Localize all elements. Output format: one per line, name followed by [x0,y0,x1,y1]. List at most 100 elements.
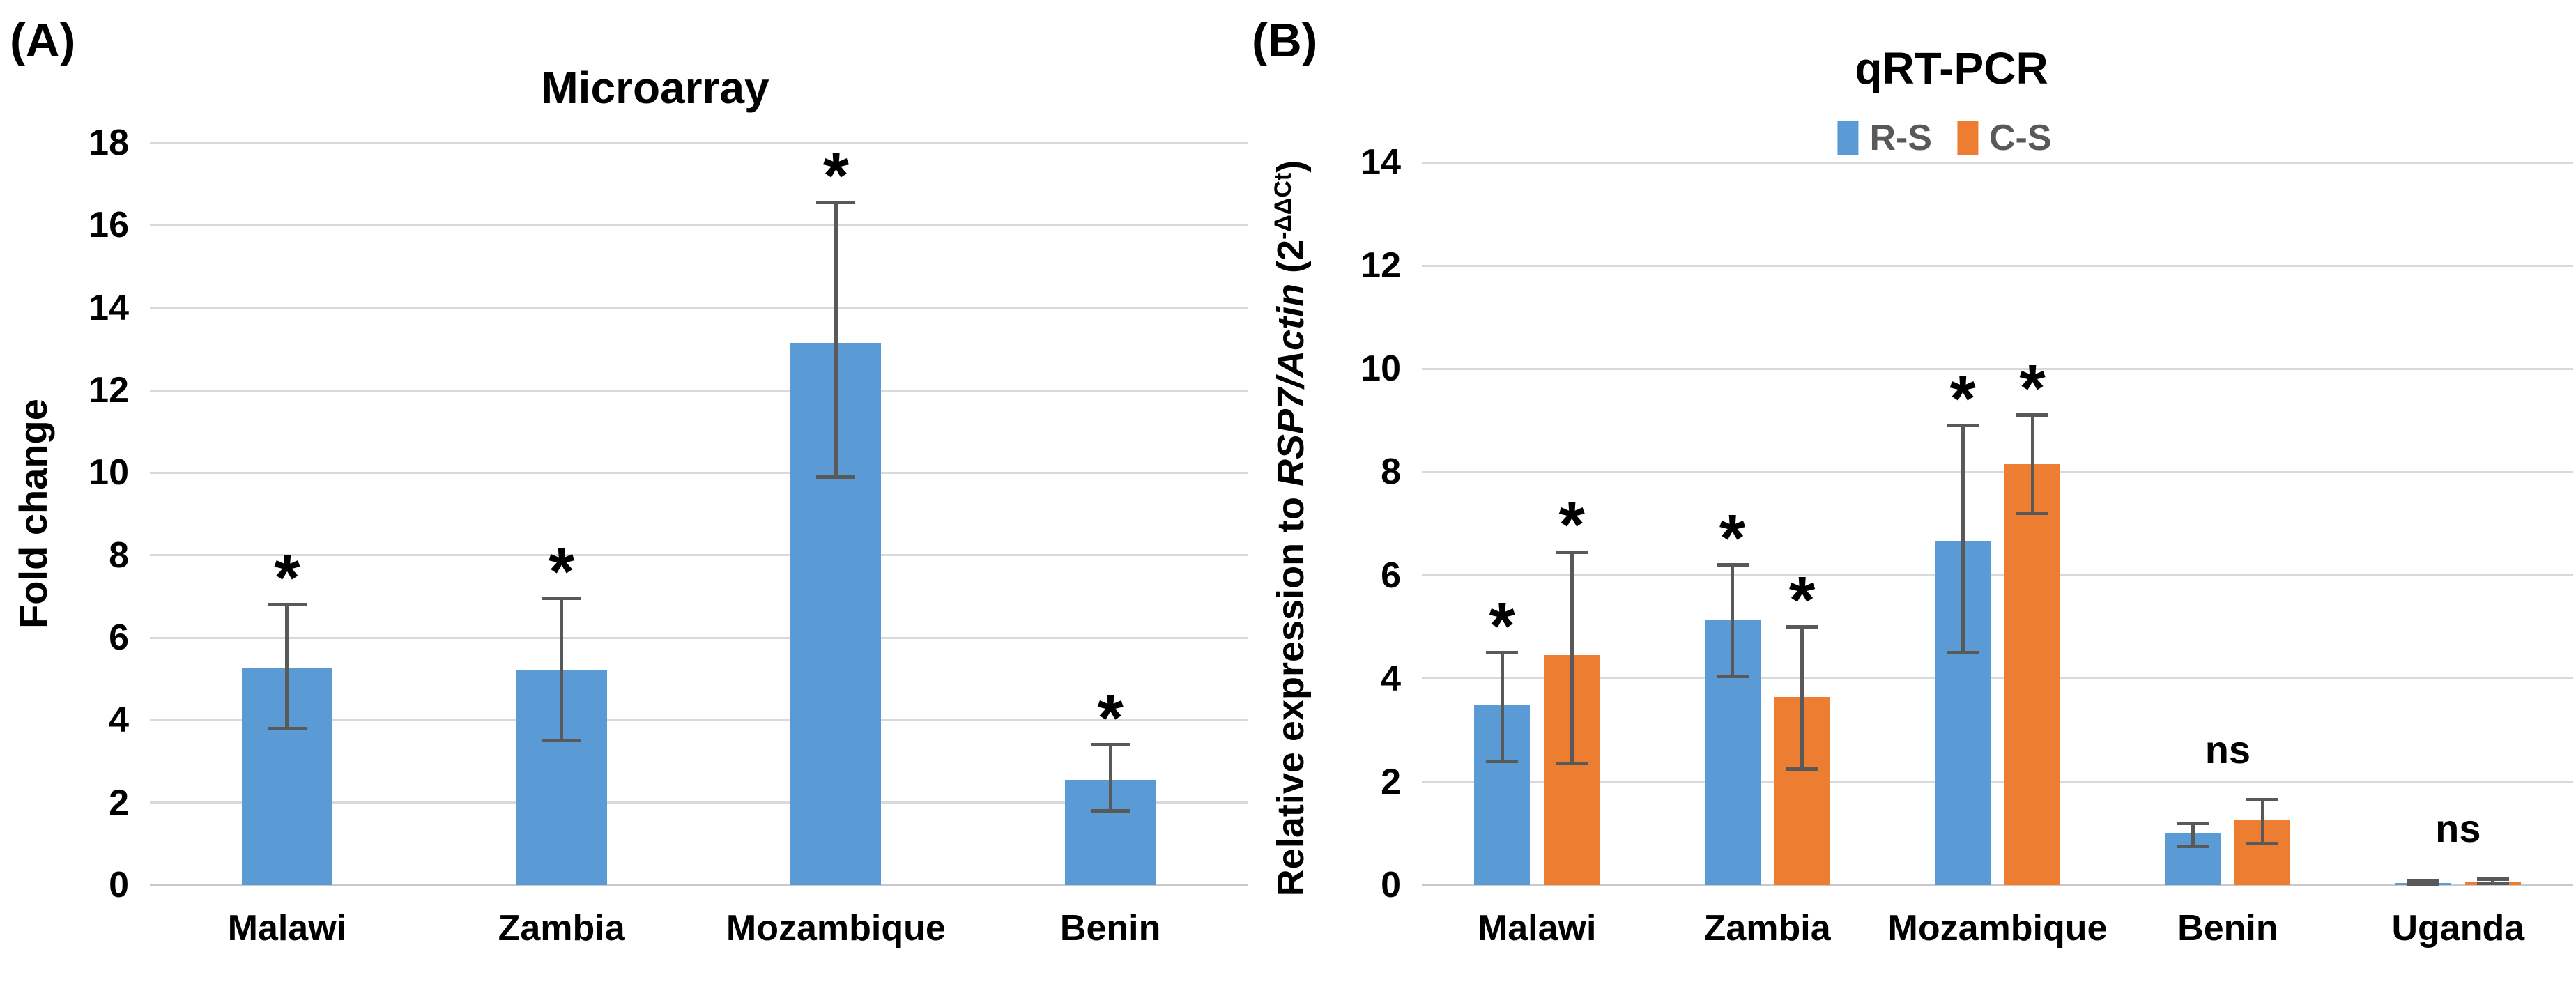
y-tick-label: 8 [1381,452,1401,493]
error-bar-cap-bottom [1556,762,1588,766]
error-bar-cap-top [816,201,856,205]
panel-a-plot-area: 0 2 4 6 8 10 12 14 16 18 Malawi * Zambia * Mozambique *… [89,125,1248,946]
panel-b-title: qRT-PCR [1855,43,2048,93]
gridline [1422,470,2573,473]
panel-b-y-axis-title: Relative expression to RSP7/Actin (2-ΔΔC… [1270,160,1312,896]
gridline [150,719,1248,721]
error-bar-cap-bottom [2407,882,2439,886]
error-bar-line [2191,823,2195,847]
x-category-label-zambia: Zambia [1703,908,1831,948]
gridline [1422,161,2573,164]
error-bar-cap-bottom [816,475,856,479]
error-bar-cap-bottom [2016,512,2048,516]
legend-swatch-rs-icon [1837,121,1859,155]
error-bar-cap-top [1556,550,1588,554]
x-category-label-malawi: Malawi [1477,908,1597,948]
x-category-label-malawi: Malawi [227,908,347,948]
error-bar-cap-top [2476,877,2509,881]
gridline [150,801,1248,804]
gridline [1422,574,2573,577]
x-axis-line [1422,884,2573,886]
error-bar-line [2030,415,2034,514]
y-tick-label: 12 [1360,245,1401,286]
error-bar-line [2260,799,2264,844]
panel-a-letter: (A) [10,14,76,67]
gridline [150,389,1248,392]
y-axis-title-part: -ΔΔCt [1270,172,1296,240]
y-tick-label: 10 [89,452,129,493]
error-bar-line [1500,652,1504,762]
error-bar-cap-top [1786,625,1818,629]
x-axis-line [150,884,1248,886]
bar-mozambique-c-s [2004,464,2060,885]
y-tick-label: 4 [1381,658,1401,699]
error-bar-cap-bottom [1091,809,1130,813]
y-tick-label: 10 [1360,348,1401,390]
y-tick-label: 2 [109,782,129,823]
error-bar-line [2491,879,2495,884]
gridline [150,554,1248,557]
y-tick-label: 14 [89,287,129,328]
error-bar-cap-bottom [2246,842,2279,846]
gridline [150,141,1248,144]
y-axis-title-part: ) [1270,160,1312,173]
legend-entry-rs: R-S [1837,120,1932,156]
gridline [150,224,1248,226]
significance-asterisk: * [1719,500,1746,576]
error-bar-cap-bottom [1716,674,1749,678]
error-bar-line [1570,552,1574,764]
error-bar-cap-top [1486,651,1519,655]
error-bar-cap-top [2177,821,2209,825]
error-bar-cap-bottom [1786,767,1818,771]
y-tick-label: 14 [1360,142,1401,183]
y-tick-label: 6 [109,617,129,658]
y-axis-title-part: (2 [1270,239,1312,284]
y-tick-label: 4 [109,700,129,741]
error-bar-cap-bottom [1486,759,1519,763]
significance-asterisk: * [274,540,300,615]
error-bar-cap-bottom [1947,651,1979,655]
x-category-label-benin: Benin [1059,908,1161,948]
panel-b-plot-area: 0 2 4 6 8 10 12 14 Malawi * * Zambia * * Mozambique * * B… [1360,144,2573,946]
error-bar-cap-bottom [267,726,307,730]
gridline [150,636,1248,639]
gridline [1422,781,2573,783]
significance-ns-label: ns [2435,806,2481,851]
panel-a-y-axis-title: Fold change [11,399,55,629]
y-tick-label: 8 [109,535,129,576]
error-bar-line [560,598,564,741]
error-bar-cap-bottom [2177,844,2209,848]
gridline [150,471,1248,474]
error-bar-line [1800,627,1804,769]
panel-a-title: Microarray [541,63,769,113]
significance-asterisk: * [822,138,850,213]
x-category-label-uganda: Uganda [2391,908,2525,948]
y-axis-title-part: RSP7/Actin [1270,283,1312,486]
error-bar-cap-top [1091,743,1130,747]
y-tick-label: 0 [1381,865,1401,905]
error-bar-cap-top [542,597,581,601]
significance-asterisk: * [1097,680,1124,755]
gridline [1422,367,2573,370]
significance-asterisk: * [1949,361,1976,436]
y-tick-label: 0 [109,865,129,905]
error-bar-line [1731,564,1735,676]
significance-asterisk: * [1489,588,1515,663]
y-tick-label: 16 [89,205,129,246]
error-bar-cap-top [1716,563,1749,567]
gridline [150,307,1248,309]
legend-entry-cs: C-S [1957,120,2052,156]
error-bar-line [1108,744,1112,811]
error-bar-cap-top [267,603,307,607]
error-bar-line [834,202,838,477]
legend-label-cs: C-S [1989,118,2052,158]
error-bar-cap-top [1947,424,1979,428]
significance-asterisk: * [1788,562,1816,638]
significance-asterisk: * [1558,488,1585,563]
panel-b-letter: (B) [1252,14,1318,67]
y-tick-label: 2 [1381,761,1401,802]
legend: R-S C-S [1837,120,2052,156]
error-bar-cap-top [2246,798,2279,802]
gridline [1422,264,2573,267]
error-bar-cap-top [2016,413,2048,417]
